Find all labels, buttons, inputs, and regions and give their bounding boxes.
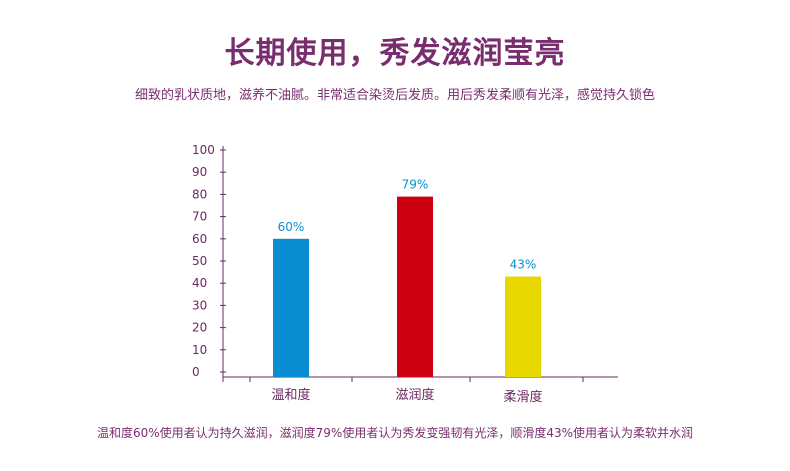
page-subtitle: 细致的乳状质地，滋养不油腻。非常适合染烫后发质。用后秀发柔顺有光泽，感觉持久锁色 — [134, 88, 655, 103]
y-tick-label: 70 — [192, 210, 207, 224]
y-tick-label: 50 — [192, 254, 207, 268]
y-tick-label: 10 — [192, 343, 207, 357]
y-tick-label: 60 — [192, 232, 207, 246]
y-tick-label: 100 — [192, 143, 215, 157]
bar — [397, 196, 433, 377]
page-title: 长期使用，秀发滋润莹亮 — [224, 36, 566, 71]
data-label: 60% — [278, 220, 305, 234]
y-tick-label: 40 — [192, 276, 207, 290]
bar — [273, 238, 309, 377]
category-label: 柔滑度 — [503, 389, 542, 405]
y-tick-label: 80 — [192, 187, 207, 201]
bar — [505, 276, 541, 377]
data-label: 43% — [510, 258, 537, 272]
y-tick-label: 20 — [192, 321, 207, 335]
footer-note: 温和度60%使用者认为持久滋润，滋润度79%使用者认为秀发变强韧有光泽，顺滑度4… — [96, 426, 694, 440]
y-tick-label: 90 — [192, 165, 207, 179]
category-label: 温和度 — [271, 387, 310, 403]
y-tick-label: 0 — [192, 365, 200, 379]
y-tick-label: 30 — [192, 298, 207, 312]
data-label: 79% — [402, 178, 429, 192]
category-label: 滋润度 — [395, 387, 434, 403]
